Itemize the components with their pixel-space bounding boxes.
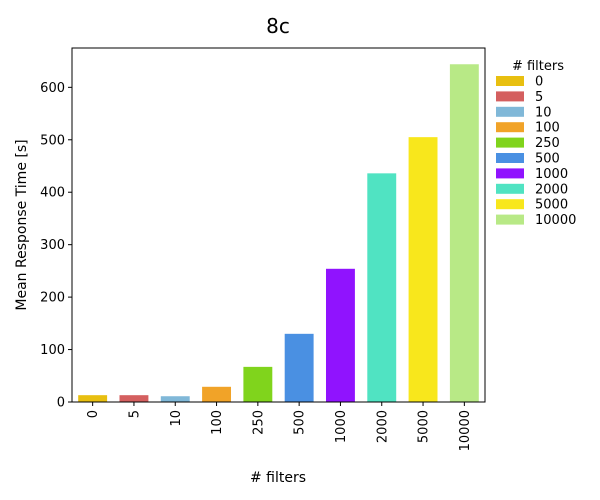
bar-100 (202, 386, 232, 402)
y-tick-label-500: 500 (40, 133, 65, 148)
y-axis-label: Mean Response Time [s] (14, 139, 30, 310)
legend-label-0: 0 (535, 75, 543, 90)
legend-label-250: 250 (535, 136, 560, 151)
legend-label-1000: 1000 (535, 167, 568, 182)
legend-swatch-10000 (496, 214, 524, 225)
legend-swatch-5 (496, 91, 524, 102)
bar-0 (78, 395, 108, 402)
legend-swatch-100 (496, 122, 524, 133)
legend-swatch-2000 (496, 183, 524, 194)
bar-5000 (408, 137, 438, 402)
legend-swatch-0 (496, 76, 524, 86)
legend-swatch-5000 (496, 199, 524, 210)
y-tick-label-100: 100 (40, 343, 65, 358)
y-tick-label-300: 300 (40, 238, 65, 253)
bar-500 (284, 333, 314, 402)
legend-label-10000: 10000 (535, 213, 576, 228)
x-tick-label-5000: 5000 (417, 410, 432, 443)
legend-label-500: 500 (535, 152, 560, 167)
bar-1000 (325, 268, 355, 402)
x-tick-label-2000: 2000 (375, 410, 390, 443)
chart-title: 8c (266, 14, 290, 38)
x-tick-label-500: 500 (293, 410, 308, 435)
y-tick-label-400: 400 (40, 186, 65, 201)
y-tick-label-200: 200 (40, 291, 65, 306)
legend-swatch-500 (496, 153, 524, 163)
bar-10 (160, 396, 190, 402)
x-tick-label-5: 5 (127, 410, 142, 418)
bar-5 (119, 395, 149, 402)
plot-area: 0 100 200 300 400 500 600 0 5 10 100 250 500 1000 2000… (40, 47, 486, 451)
axes-frame (71, 47, 486, 403)
legend-label-2000: 2000 (535, 182, 568, 197)
legend-swatch-1000 (496, 168, 524, 179)
x-axis-label: # filters (250, 470, 306, 486)
y-tick-label-0: 0 (57, 396, 65, 411)
bar-10000 (449, 64, 479, 402)
y-tick-label-600: 600 (40, 81, 65, 96)
bar-250 (243, 366, 273, 402)
legend-swatch-250 (496, 137, 524, 148)
legend-label-5000: 5000 (535, 198, 568, 213)
legend-label-10: 10 (535, 105, 552, 120)
x-tick-label-1000: 1000 (334, 410, 349, 443)
legend-swatch-10 (496, 106, 524, 117)
x-tick-label-100: 100 (210, 410, 225, 435)
legend-title: # filters (512, 59, 564, 74)
legend-label-100: 100 (535, 121, 560, 136)
legend-label-5: 5 (535, 90, 543, 105)
x-tick-label-0: 0 (86, 410, 101, 418)
bar-2000 (367, 173, 397, 402)
x-tick-label-250: 250 (251, 410, 266, 435)
x-tick-label-10: 10 (169, 410, 184, 427)
x-tick-label-10000: 10000 (458, 410, 473, 451)
